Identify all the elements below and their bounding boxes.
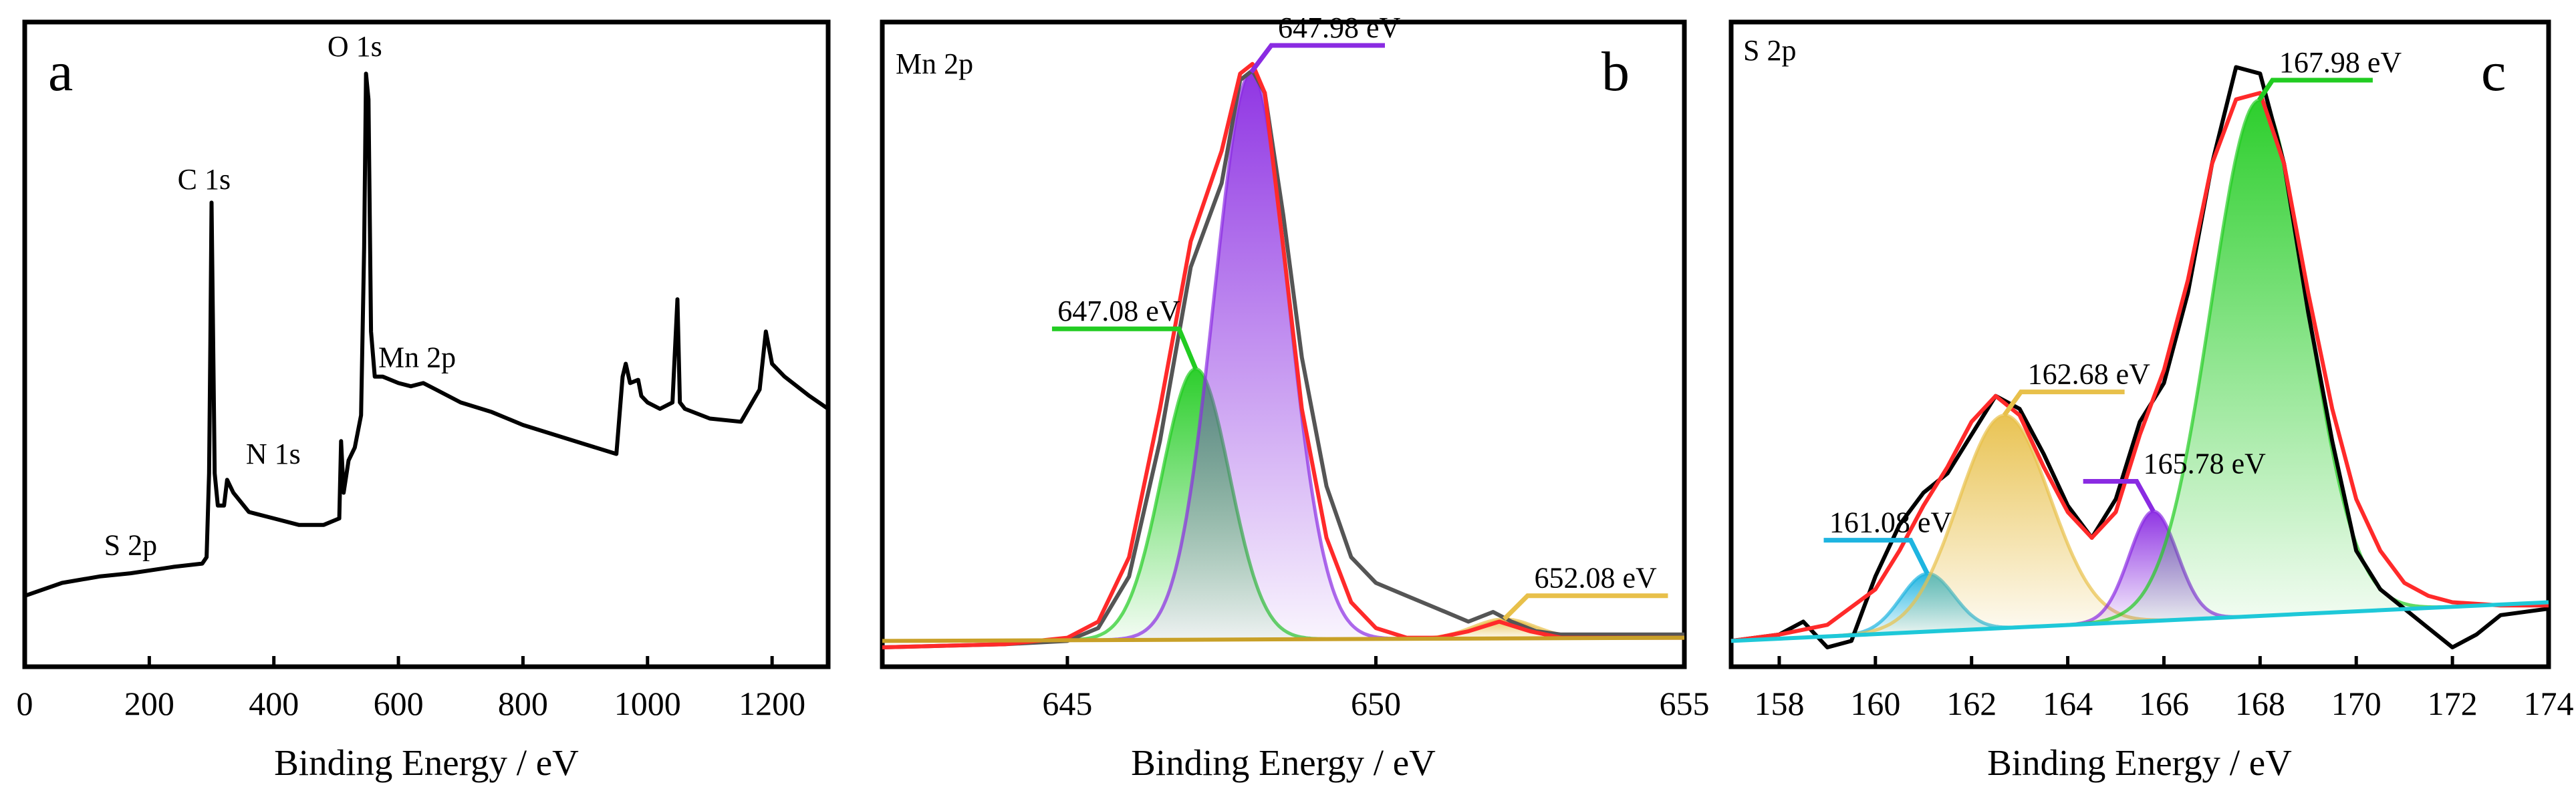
series-baseline (1730, 600, 2549, 643)
panel-c-series (1730, 65, 2549, 649)
panel-b-annotations: 647.08 eV 647.98 eV 652.08 eV (1051, 11, 1668, 621)
panel-c-xtick-label: 162 (1946, 685, 1997, 722)
panel-c-xtick-label: 158 (1754, 685, 1804, 722)
panel-a-series (24, 71, 829, 598)
peak-annotation: N 1s (246, 438, 301, 470)
series-raw (882, 68, 1684, 649)
panel-a-xtick-label: 800 (498, 685, 548, 722)
series-fit (1730, 91, 2549, 643)
panel-c-label: c (2481, 41, 2506, 103)
peak-fill (2067, 100, 2452, 625)
peak-fill (2057, 511, 2250, 626)
peak-annotation: O 1s (328, 30, 382, 63)
peak-callout-line (2083, 478, 2156, 513)
panel-b-xtick-label: 645 (1042, 685, 1092, 722)
peak-callout-line (1823, 538, 1930, 575)
panel-b-xtick-label: 650 (1351, 685, 1401, 722)
peak-label: 652.08 eV (1534, 562, 1657, 595)
panel-a-frame (22, 19, 831, 669)
panel-b-title: Mn 2p (896, 47, 973, 80)
panel-b-ticks: 645 650 655 (1042, 656, 1710, 722)
peak-callout-line (2257, 77, 2373, 102)
peak-fill (1380, 619, 1628, 639)
panel-b: 645 650 655 647.08 eV 647.98 eV 652.08 eV Mn… (880, 11, 1710, 783)
panel-c-xtick-label: 172 (2428, 685, 2478, 722)
panel-b-series (882, 61, 1685, 649)
peak-label: 167.98 eV (2279, 46, 2402, 79)
panel-a-label: a (48, 41, 73, 103)
peak-label: 165.78 eV (2144, 447, 2267, 480)
panel-c-xtick-label: 164 (2043, 685, 2093, 722)
panel-c-ticks: 158 160 162 164 166 168 170 172 174 (1754, 656, 2574, 722)
panel-a-ticks: 0 200 400 600 800 1000 1200 (17, 656, 805, 722)
peak-annotation: S 2p (104, 528, 157, 561)
panel-c-annotations: 161.08 eV 162.68 eV 165.78 eV 167.98 eV (1823, 46, 2402, 575)
panel-b-label: b (1601, 41, 1630, 103)
peak-callout-line (2002, 389, 2125, 417)
panel-a-annotations: S 2p C 1s N 1s O 1s Mn 2p (104, 30, 456, 561)
panel-c-xlabel: Binding Energy / eV (1987, 742, 2292, 783)
peak-annotation: C 1s (178, 163, 231, 196)
panel-c-xtick-label: 174 (2524, 685, 2574, 722)
series-fit (882, 61, 1684, 649)
panel-b-xtick-label: 655 (1660, 685, 1710, 722)
panel-b-frame (880, 19, 1687, 669)
panel-a-xtick-label: 0 (17, 685, 33, 722)
panel-c-xtick-label: 166 (2139, 685, 2189, 722)
panel-c-title: S 2p (1743, 34, 1796, 67)
series-raw (1730, 65, 2549, 649)
peak-label: 647.98 eV (1278, 11, 1401, 44)
panel-b-xlabel: Binding Energy / eV (1131, 742, 1436, 783)
peak-fill (1821, 415, 2187, 637)
panel-a-xtick-label: 200 (124, 685, 174, 722)
panel-b-peak-fills (1059, 70, 1628, 642)
peak-callout-line (1051, 326, 1198, 370)
panel-a-xtick-label: 400 (249, 685, 299, 722)
panel-c-xtick-label: 168 (2235, 685, 2285, 722)
panel-a-xtick-label: 1200 (739, 685, 805, 722)
panel-a-xlabel: Binding Energy / eV (274, 742, 579, 783)
series-survey (24, 71, 829, 598)
panel-a: 0 200 400 600 800 1000 1200 S 2p C 1s N 1s O 1s Mn… (17, 19, 831, 783)
peak-annotation: Mn 2p (378, 341, 456, 373)
peak-label: 162.68 eV (2028, 358, 2151, 391)
panel-c-xtick-label: 170 (2331, 685, 2381, 722)
panel-c-frame (1728, 19, 2551, 669)
panel-c-xtick-label: 160 (1850, 685, 1900, 722)
peak-label: 161.08 eV (1829, 506, 1952, 539)
peak-callout-line (1249, 43, 1385, 74)
panel-c: 158 160 162 164 166 168 170 172 174 161.08 eV 162… (1728, 19, 2574, 783)
panel-a-xtick-label: 600 (374, 685, 424, 722)
series-baseline (882, 635, 1685, 643)
panel-a-xtick-label: 1000 (614, 685, 681, 722)
peak-fill (1103, 72, 1400, 641)
peak-label: 647.08 eV (1057, 295, 1180, 327)
peak-callout-line (1502, 593, 1668, 621)
